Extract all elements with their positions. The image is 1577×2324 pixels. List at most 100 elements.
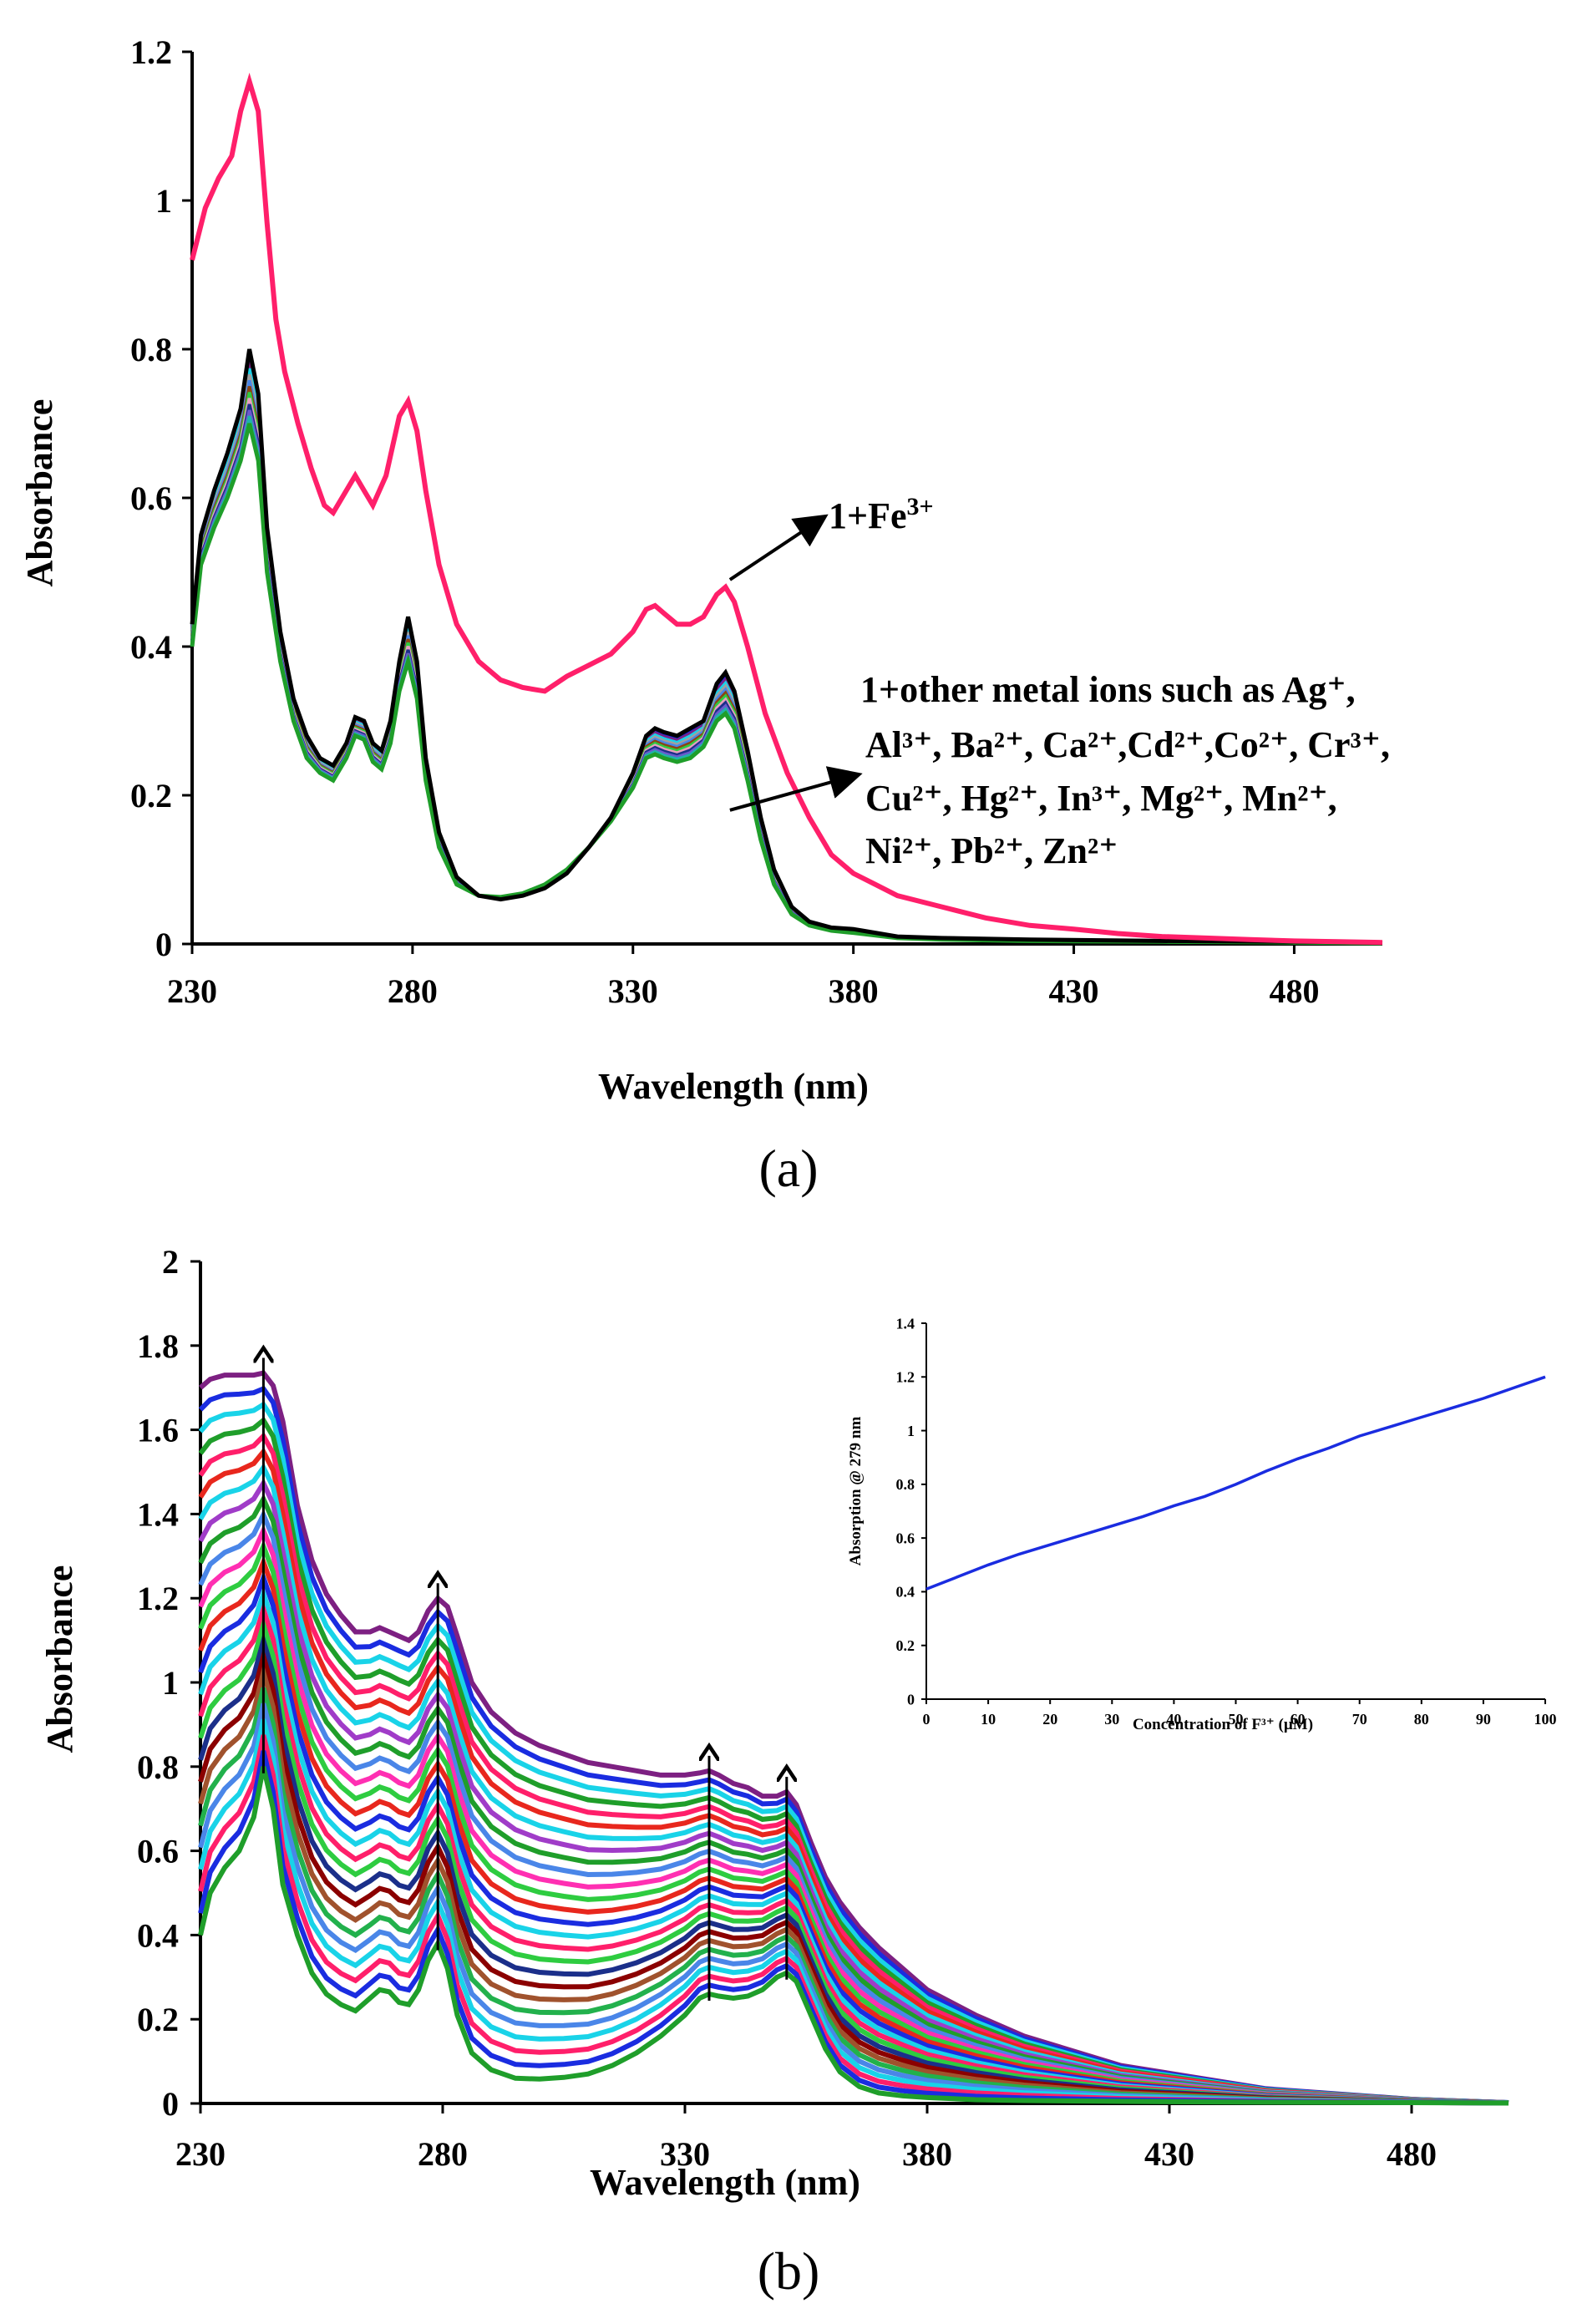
series-line-metal-ion <box>190 379 1383 945</box>
series-line-metal-ion <box>190 356 1383 945</box>
y-tick-label: 0.6 <box>896 1530 915 1546</box>
y-tick-label: 0.6 <box>137 1833 179 1870</box>
series-line-metal-ion <box>190 362 1383 945</box>
titration-series-line <box>198 1524 1509 2106</box>
titration-series-line <box>198 1416 1509 2106</box>
y-tick-label: 0.8 <box>896 1476 915 1493</box>
x-tick-label: 280 <box>388 972 438 1010</box>
titration-series-line <box>198 1539 1509 2106</box>
titration-series-line <box>198 1718 1509 2106</box>
y-tick-label: 0.8 <box>137 1748 179 1786</box>
y-tick-label: 1.2 <box>130 33 172 71</box>
panel-label-b: (b) <box>758 2241 820 2301</box>
plot-area: 0 0.2 0.4 0.6 0.8 1 1.2 1.4 1.6 1.8 2 230 280 330 380 4… <box>137 1243 1509 2173</box>
x-tick-label: 20 <box>1042 1711 1057 1728</box>
x-axis-label: Wavelength (nm) <box>590 2162 860 2203</box>
titration-series-line <box>198 1702 1509 2106</box>
y-tick-label: 0.4 <box>137 1916 179 1954</box>
fe-annotation: 1+Fe3+ <box>829 493 934 536</box>
x-tick-label: 40 <box>1166 1711 1181 1728</box>
titration-series-line <box>198 1766 1509 2106</box>
titration-series-line <box>198 1385 1509 2105</box>
x-tick-label: 380 <box>902 2135 952 2173</box>
inset-series-line <box>925 1375 1546 1591</box>
x-tick-label: 60 <box>1291 1711 1306 1728</box>
x-tick-label: 430 <box>1049 972 1099 1010</box>
y-tick-label: 1 <box>162 1664 179 1702</box>
y-tick-label: 1.4 <box>896 1315 915 1332</box>
titration-series-line <box>198 1401 1509 2105</box>
inset-x-axis-label: Concentration of F³⁺ (µM) <box>1133 1716 1313 1733</box>
series-line-metal-ion <box>190 386 1383 945</box>
others-annotation-line-4: Ni²⁺, Pb²⁺, Zn²⁺ <box>865 830 1118 871</box>
titration-series-line <box>198 1570 1509 2106</box>
x-tick-label: 70 <box>1352 1711 1367 1728</box>
plot-area: 0 0.2 0.4 0.6 0.8 1 1.2 230 280 330 380 430 480 <box>130 33 1383 1010</box>
y-axis-label: Absorbance <box>19 399 60 587</box>
y-tick-label: 0.4 <box>130 628 172 666</box>
others-annotation-line-2: Al³⁺, Ba²⁺, Ca²⁺,Cd²⁺,Co²⁺, Cr³⁺, <box>865 724 1390 765</box>
y-tick-label: 0 <box>162 2085 179 2123</box>
x-tick-label: 90 <box>1476 1711 1491 1728</box>
y-tick-label: 1.2 <box>137 1580 179 1617</box>
y-tick-label: 0.2 <box>130 777 172 814</box>
fe-annotation-base: 1+Fe <box>829 495 906 536</box>
x-axis-label: Wavelength (nm) <box>598 1066 869 1107</box>
y-tick-label: 0 <box>907 1691 915 1707</box>
chart-a: Absorbance 0 0.2 0.4 0.6 0.8 1 1.2 230 280 330 380… <box>19 33 1390 1198</box>
y-tick-label: 1.4 <box>137 1495 179 1533</box>
panel-label-a: (a) <box>758 1139 818 1198</box>
x-tick-label: 30 <box>1104 1711 1119 1728</box>
others-annotation-line-1: 1+other metal ions such as Ag⁺, <box>860 669 1356 710</box>
titration-series-line <box>198 1493 1509 2106</box>
titration-series-line <box>198 1616 1509 2106</box>
x-tick-label: 330 <box>660 2135 710 2173</box>
others-arrow <box>729 766 863 812</box>
inset-y-axis-label: Absorption @ 279 nm <box>847 1416 865 1565</box>
series-line-ligand <box>190 348 1383 945</box>
x-tick-label: 230 <box>167 972 217 1010</box>
y-tick-label: 0.4 <box>896 1584 915 1601</box>
fe-arrow <box>728 514 829 581</box>
x-tick-label: 50 <box>1229 1711 1244 1728</box>
y-tick-label: 1 <box>907 1423 915 1439</box>
y-tick-label: 2 <box>162 1243 179 1281</box>
titration-series-line <box>198 1586 1509 2106</box>
y-tick-label: 0.6 <box>130 480 172 517</box>
titration-series-line <box>198 1750 1509 2106</box>
series-line-metal-ion <box>190 392 1383 945</box>
x-tick-label: 80 <box>1414 1711 1429 1728</box>
titration-series-line <box>198 1555 1509 2106</box>
x-tick-label: 100 <box>1534 1711 1557 1728</box>
titration-series-line <box>198 1631 1509 2106</box>
titration-series-line <box>198 1687 1509 2106</box>
series-line-metal-ion <box>190 368 1383 945</box>
x-tick-label: 230 <box>175 2135 226 2173</box>
y-tick-label: 1 <box>155 182 172 220</box>
chart-b: Absorbance 0 0.2 0.4 0.6 0.8 1 1.2 1.4 1.6 1.8 2 23… <box>39 1243 1557 2301</box>
y-tick-label: 0 <box>155 926 172 963</box>
titration-series-line <box>198 1508 1509 2106</box>
x-tick-label: 430 <box>1144 2135 1194 2173</box>
fe-annotation-charge: 3+ <box>906 493 933 520</box>
series-line-fe3 <box>190 73 1383 946</box>
others-annotation-line-3: Cu²⁺, Hg²⁺, In³⁺, Mg²⁺, Mn²⁺, <box>865 778 1337 819</box>
y-axis-label: Absorbance <box>39 1565 80 1753</box>
titration-series-line <box>198 1601 1509 2106</box>
titration-series-line <box>198 1662 1509 2106</box>
titration-series-line <box>199 1370 1509 2105</box>
x-tick-label: 330 <box>608 972 658 1010</box>
y-tick-label: 0.2 <box>896 1637 915 1654</box>
x-tick-label: 10 <box>981 1711 996 1728</box>
y-tick-label: 1.8 <box>137 1327 179 1365</box>
y-tick-label: 0.8 <box>130 331 172 368</box>
inset-chart: Absorption @ 279 nm Concentration of F³⁺… <box>847 1315 1557 1733</box>
x-tick-label: 480 <box>1387 2135 1437 2173</box>
titration-series-line <box>198 1478 1509 2106</box>
x-tick-label: 0 <box>923 1711 930 1728</box>
y-tick-label: 1.6 <box>137 1412 179 1449</box>
titration-series-line <box>198 1447 1509 2106</box>
series-line-metal-ion <box>190 373 1383 945</box>
titration-series-line <box>198 1734 1509 2106</box>
x-tick-label: 380 <box>829 972 879 1010</box>
